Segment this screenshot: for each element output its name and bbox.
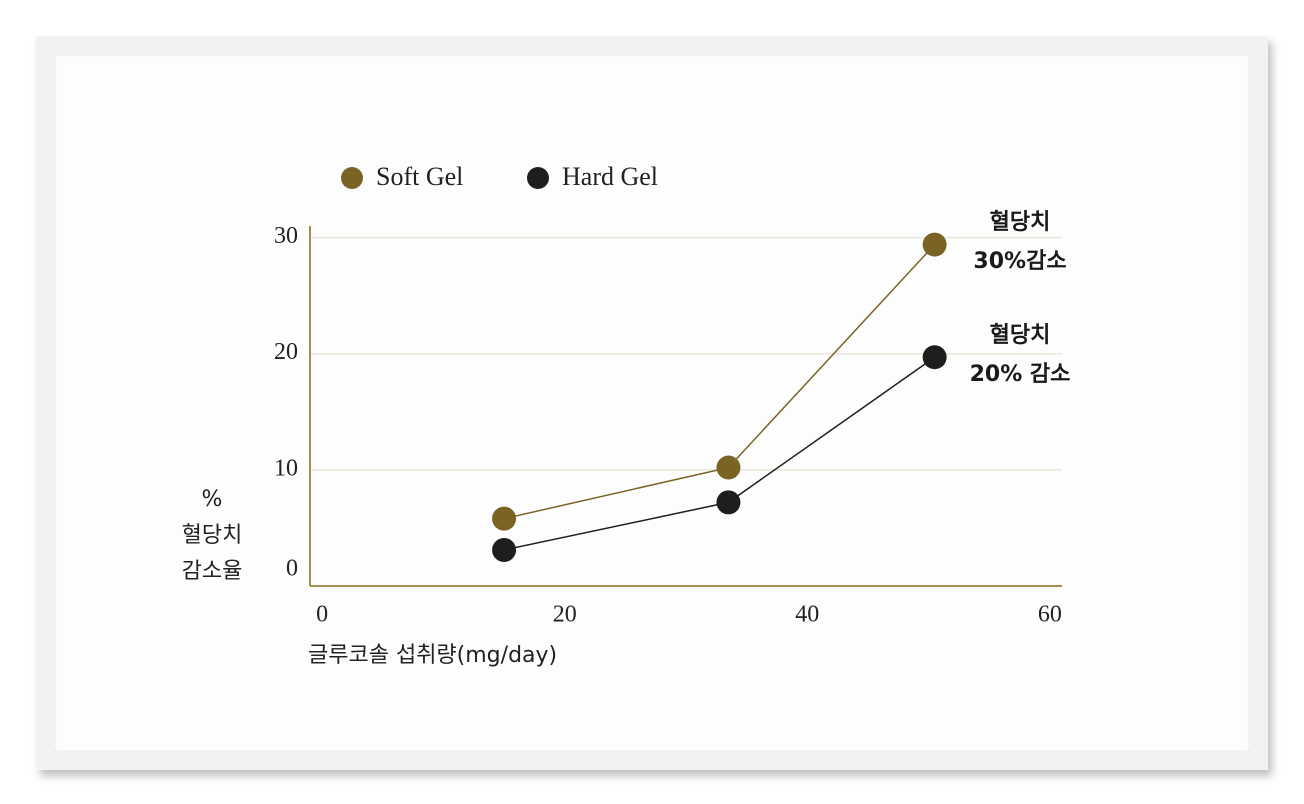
x-tick-label: 0	[316, 602, 328, 628]
legend-marker	[341, 167, 363, 189]
y-tick-label: 0	[286, 556, 298, 582]
x-tick-label: 40	[795, 602, 819, 628]
data-point	[492, 506, 517, 531]
data-point	[716, 455, 741, 480]
annotation: 혈당치	[990, 210, 1051, 235]
y-tick-label: 30	[274, 223, 298, 249]
y-tick-label: 20	[274, 339, 298, 365]
annotation: 30%감소	[973, 249, 1066, 274]
y-axis-label: %	[202, 487, 223, 512]
data-point	[716, 490, 741, 515]
x-tick-label: 60	[1038, 602, 1062, 628]
x-tick-label: 20	[553, 602, 577, 628]
legend-marker	[527, 167, 549, 189]
y-axis-label: 감소율	[182, 559, 243, 584]
frame-inner	[54, 54, 1250, 752]
annotation: 20% 감소	[970, 362, 1071, 387]
data-point	[922, 232, 947, 257]
y-tick-label: 10	[274, 455, 298, 481]
annotation: 혈당치	[990, 323, 1051, 348]
series-line	[503, 244, 936, 520]
series-line	[503, 356, 936, 551]
y-axis-label: 혈당치	[182, 523, 243, 548]
data-point	[492, 538, 517, 562]
x-axis-label: 글루코솔 섭취량(mg/day)	[308, 643, 557, 668]
data-point	[922, 345, 947, 370]
legend-label: Hard Gel	[562, 162, 658, 191]
legend-label: Soft Gel	[376, 162, 463, 191]
frame	[36, 36, 1268, 770]
